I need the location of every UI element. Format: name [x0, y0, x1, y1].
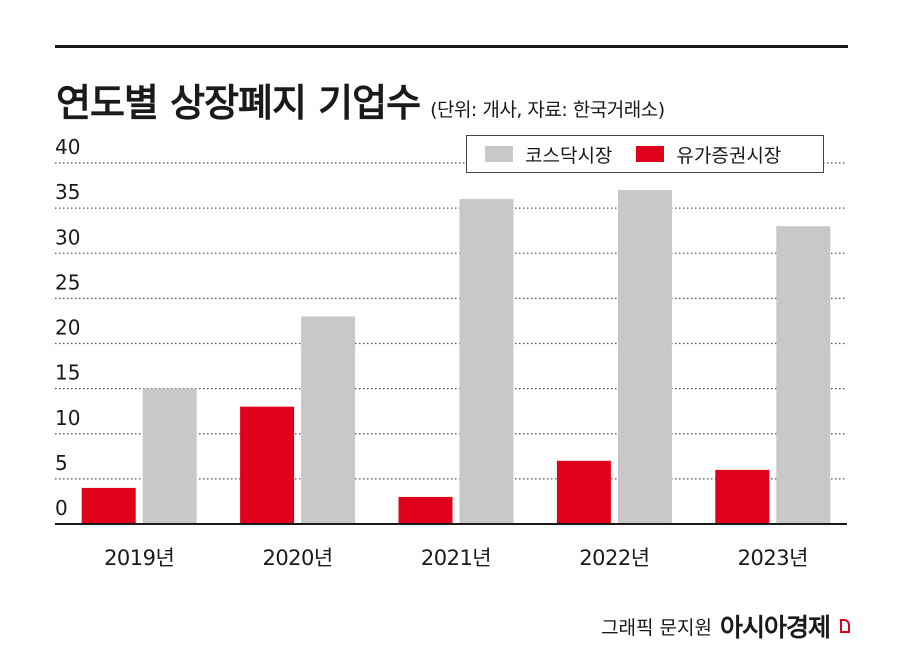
x-tick-label: 2022년: [579, 546, 649, 570]
y-tick-label: 40: [55, 135, 80, 159]
bar-kospi-0: [81, 487, 136, 524]
bar-kospi-3: [556, 460, 611, 524]
x-tick-label: 2019년: [104, 546, 174, 570]
y-tick-label: 10: [55, 406, 80, 430]
brand-logo-text: 아시아경제: [719, 613, 831, 642]
x-tick-label: 2020년: [262, 546, 332, 570]
credit: 그래픽 문지원 아시아경제: [601, 608, 850, 644]
y-tick-label: 15: [55, 361, 80, 385]
unit-note: (단위: 개사, 자료: 한국거래소): [430, 99, 665, 121]
bar-kosdaq-4: [776, 226, 831, 525]
bar-kospi-1: [240, 406, 295, 524]
x-tick-label: 2021년: [421, 546, 491, 570]
y-tick-label: 5: [55, 451, 68, 475]
legend-item-kospi: 유가증권시장: [636, 141, 781, 168]
y-tick-label: 30: [55, 225, 80, 249]
top-rule: [55, 45, 848, 48]
legend: 코스닥시장 유가증권시장: [466, 135, 824, 173]
brand-mark-icon: [840, 619, 850, 633]
legend-label-kosdaq: 코스닥시장: [525, 144, 613, 167]
legend-swatch-kosdaq: [485, 146, 513, 162]
graphic-byline: 그래픽 문지원: [601, 616, 712, 639]
x-tick-label: 2023년: [738, 546, 808, 570]
bar-kosdaq-1: [301, 316, 356, 524]
y-tick-label: 25: [55, 270, 80, 294]
bar-kospi-4: [715, 469, 770, 524]
y-tick-label: 35: [55, 180, 80, 204]
bar-kosdaq-0: [142, 388, 197, 524]
legend-label-kospi: 유가증권시장: [676, 144, 782, 167]
bar-kosdaq-3: [617, 190, 672, 524]
chart-title: 연도별 상장폐지 기업수 (단위: 개사, 자료: 한국거래소): [56, 72, 665, 127]
bar-kosdaq-2: [459, 199, 514, 524]
chart-title-text: 연도별 상장폐지 기업수: [56, 81, 421, 125]
legend-swatch-kospi: [636, 146, 665, 162]
legend-item-kosdaq: 코스닥시장: [485, 141, 612, 168]
y-tick-label: 20: [55, 316, 80, 340]
bar-kospi-2: [398, 496, 453, 524]
y-tick-label: 0: [55, 496, 68, 520]
